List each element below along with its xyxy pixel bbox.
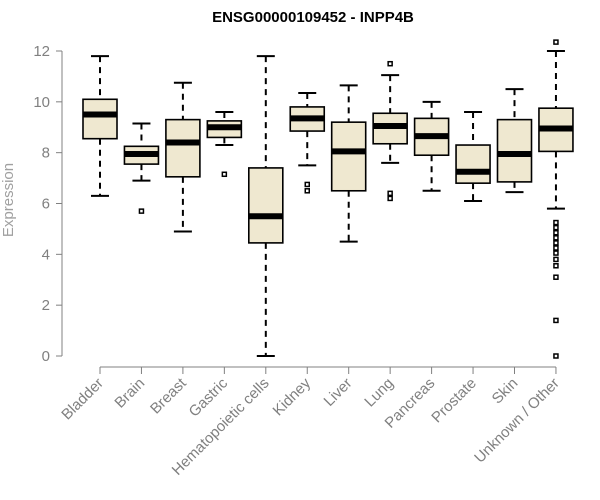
x-tick-label: Breast <box>147 374 190 417</box>
iqr-box <box>496 118 533 183</box>
outlier-point <box>553 39 559 45</box>
box-liver <box>330 84 367 243</box>
box-unknown-other <box>538 39 574 359</box>
outlier-point <box>304 181 310 188</box>
outlier-point <box>553 317 559 324</box>
y-tick-label: 4 <box>42 246 50 263</box>
x-tick-label: Kidney <box>270 374 315 419</box>
outlier-point <box>553 235 559 241</box>
y-tick-label: 8 <box>42 145 50 162</box>
chart-title: ENSG00000109452 - INPP4B <box>212 9 414 26</box>
box-skin <box>496 88 533 194</box>
outlier-point <box>553 229 559 236</box>
outlier-point <box>387 60 393 67</box>
outlier-point <box>553 245 559 251</box>
iqr-box <box>82 98 118 140</box>
outlier-point <box>553 240 559 246</box>
box-pancreas <box>413 100 450 192</box>
x-tick-label: Skin <box>489 375 522 408</box>
outlier-point <box>138 208 145 214</box>
iqr-box <box>165 118 201 178</box>
outlier-point <box>553 224 559 231</box>
boxes-group <box>82 39 574 359</box>
y-tick-label: 6 <box>42 196 50 213</box>
outlier-point <box>553 353 559 359</box>
box-lung <box>372 60 408 202</box>
outlier-point <box>553 256 559 263</box>
outlier-point <box>553 274 559 280</box>
box-brain <box>123 122 160 214</box>
outlier-point <box>387 195 393 202</box>
x-tick-label: Liver <box>321 375 356 410</box>
box-bladder <box>82 55 118 197</box>
x-tick-label: Prostate <box>428 375 480 427</box>
outlier-point <box>221 171 228 178</box>
outlier-point <box>553 263 559 269</box>
y-tick-label: 12 <box>33 43 50 60</box>
outlier-point <box>304 188 310 194</box>
box-kidney <box>289 91 326 194</box>
iqr-box <box>248 167 284 244</box>
box-prostate <box>455 111 491 202</box>
box-gastric <box>206 111 243 178</box>
y-axis: 0 2 4 6 8 10 12 <box>33 43 63 365</box>
iqr-box <box>330 121 367 192</box>
x-tick-label: Brain <box>111 375 148 412</box>
y-axis-label: Expression <box>0 163 17 237</box>
iqr-box <box>455 144 491 184</box>
y-tick-label: 10 <box>33 94 50 111</box>
x-tick-label: Lung <box>361 375 397 411</box>
outlier-point <box>553 219 559 226</box>
x-tick-label: Bladder <box>58 375 107 424</box>
box-hematopoietic-cells <box>248 55 284 357</box>
box-breast <box>165 81 201 233</box>
y-tick-label: 2 <box>42 297 50 314</box>
outlier-point <box>553 250 559 256</box>
y-tick-label: 0 <box>42 348 50 365</box>
outlier-point <box>387 190 393 197</box>
